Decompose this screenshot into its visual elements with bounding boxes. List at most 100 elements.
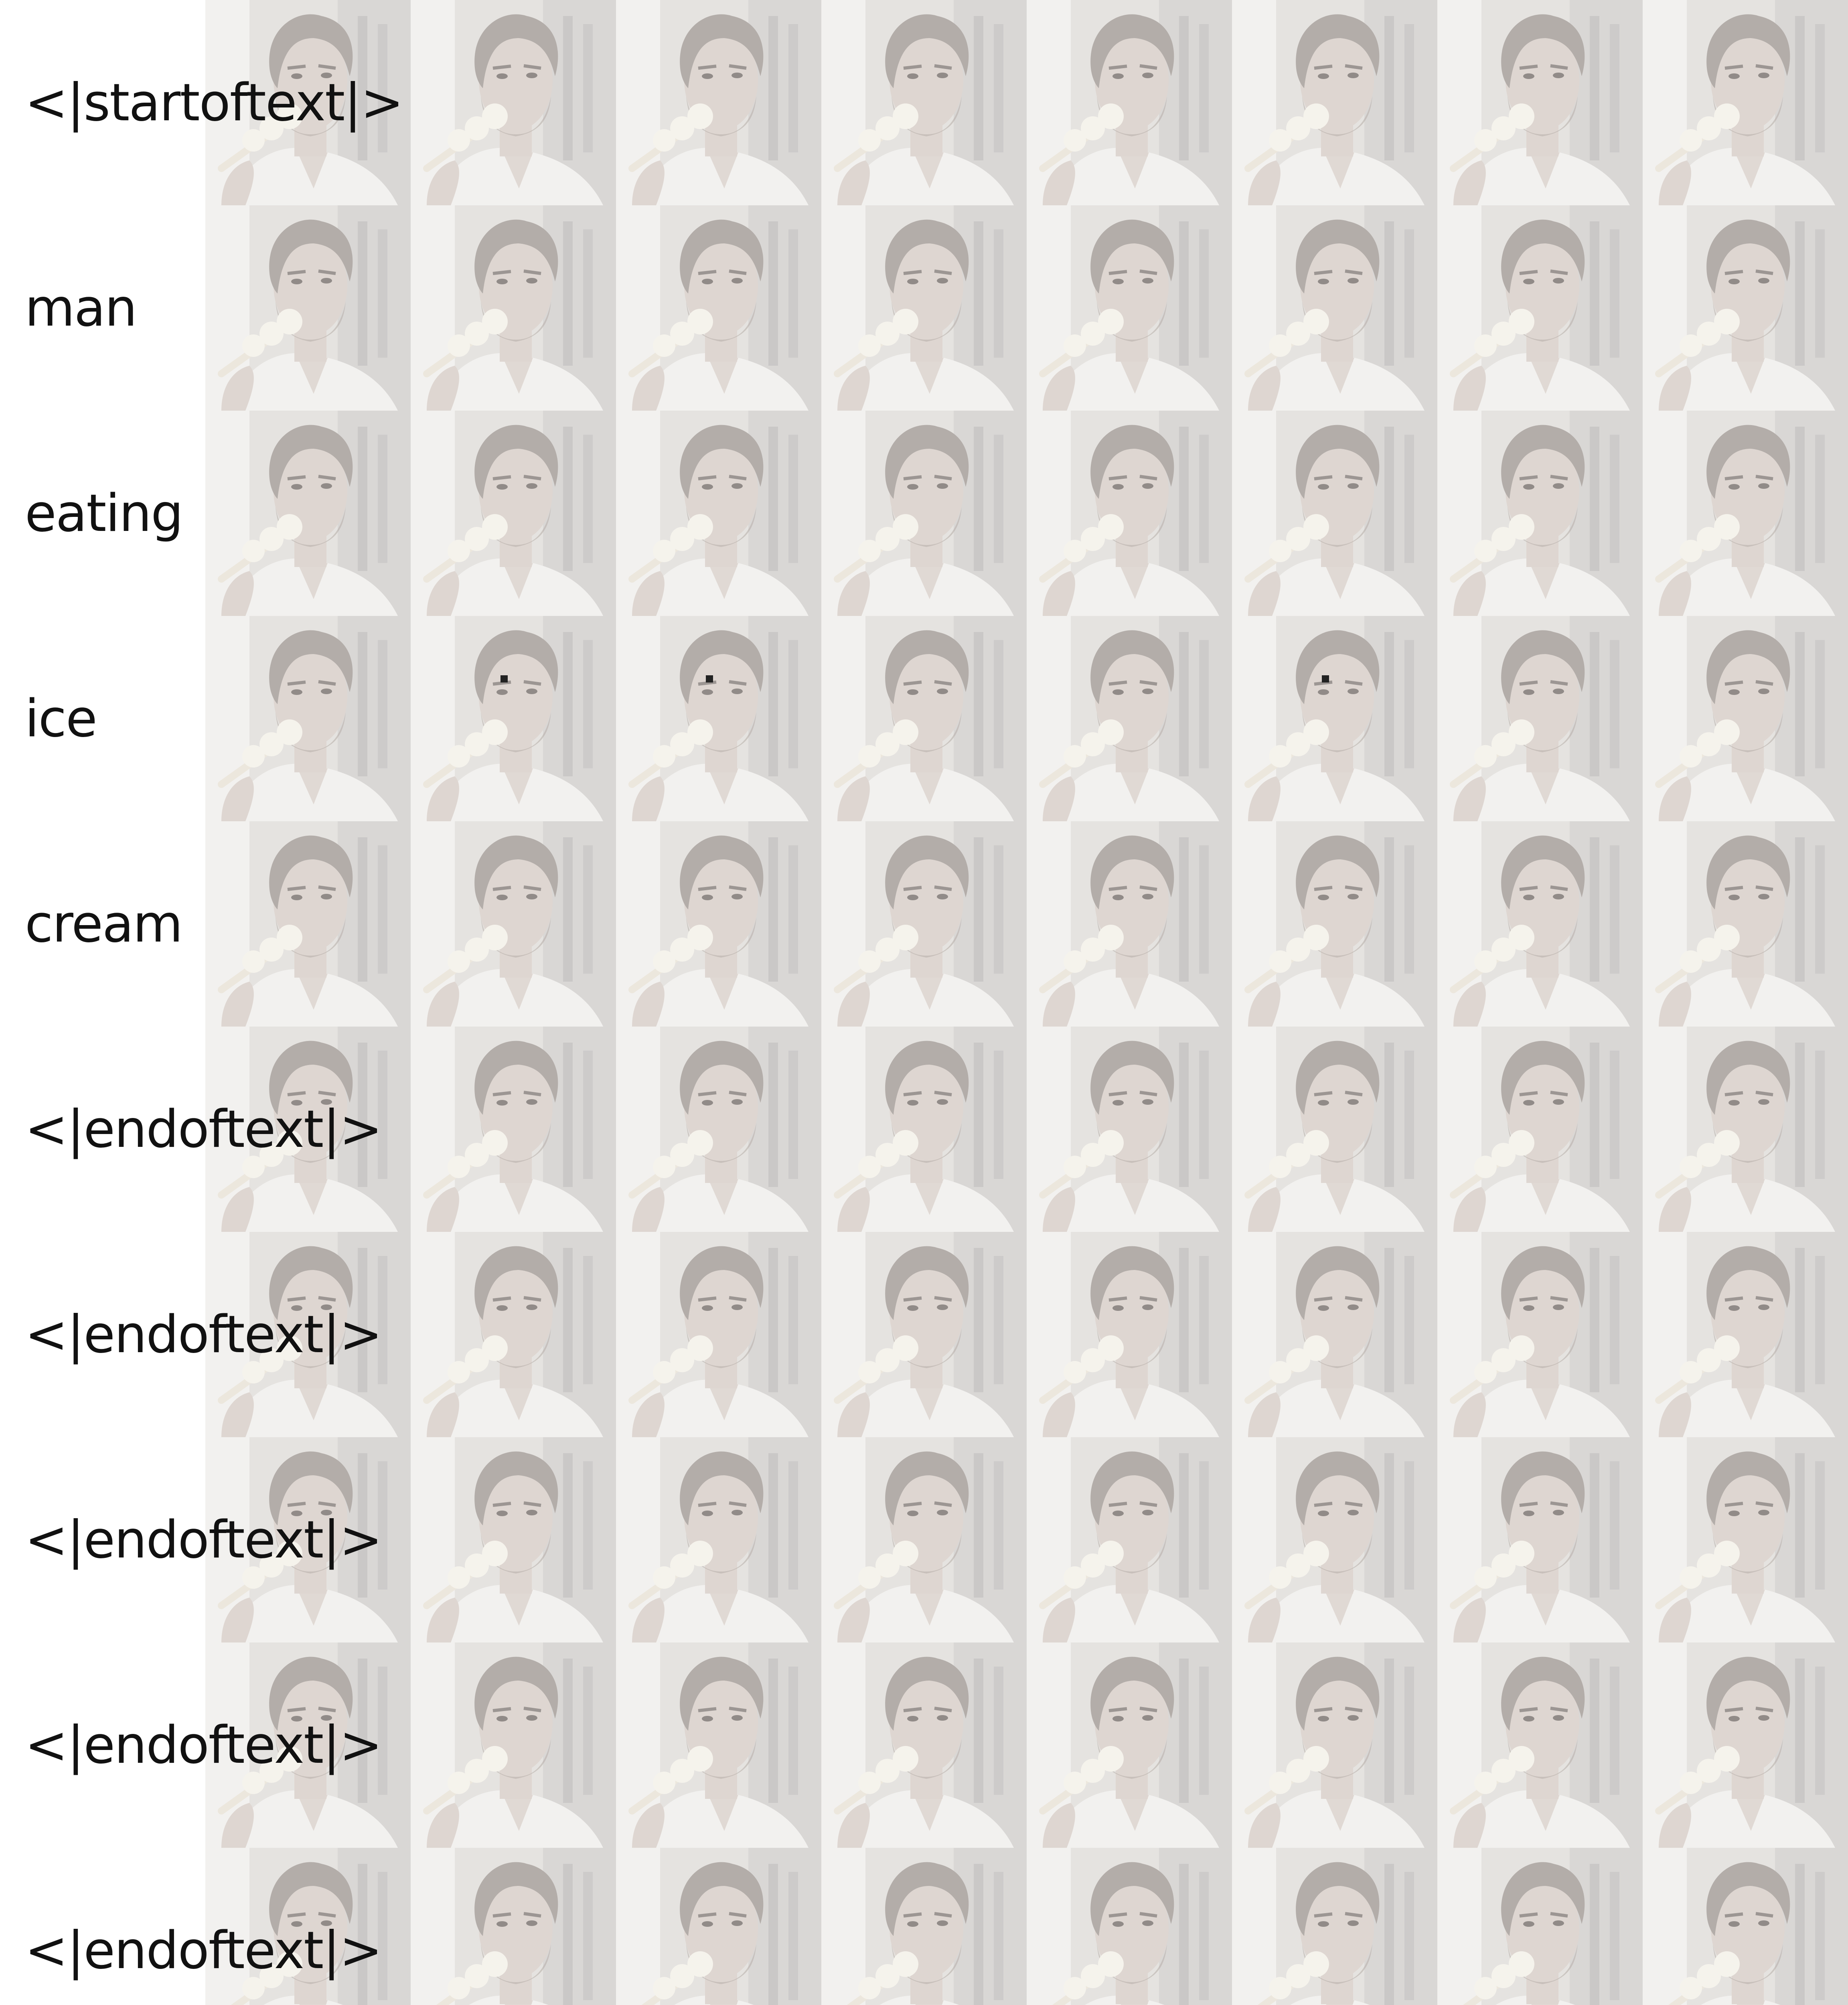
grid-cell xyxy=(1232,616,1437,821)
man-eating-ice-cream-photo-icon xyxy=(616,0,821,205)
man-eating-ice-cream-photo-icon xyxy=(1232,821,1437,1027)
grid-cell xyxy=(821,1642,1027,1848)
man-eating-ice-cream-photo-icon xyxy=(205,411,411,616)
man-eating-ice-cream-photo-icon xyxy=(1437,1437,1643,1642)
token-label: <|endoftext|> xyxy=(25,1099,383,1159)
grid-cell xyxy=(205,821,411,1027)
man-eating-ice-cream-photo-icon xyxy=(821,411,1027,616)
man-eating-ice-cream-photo-icon xyxy=(205,1848,411,2005)
man-eating-ice-cream-photo-icon xyxy=(205,616,411,821)
man-eating-ice-cream-photo-icon xyxy=(821,1642,1027,1848)
man-eating-ice-cream-photo-icon xyxy=(616,1642,821,1848)
grid-cell xyxy=(1232,1848,1437,2005)
man-eating-ice-cream-photo-icon xyxy=(411,411,616,616)
grid-cell xyxy=(1437,1848,1643,2005)
man-eating-ice-cream-photo-icon xyxy=(411,821,616,1027)
grid-cell xyxy=(616,1848,821,2005)
grid-cell xyxy=(1643,0,1848,205)
grid-cell xyxy=(1027,821,1232,1027)
grid-cell xyxy=(411,1848,616,2005)
grid-cell xyxy=(821,1848,1027,2005)
man-eating-ice-cream-photo-icon xyxy=(411,1642,616,1848)
grid-cell xyxy=(1643,411,1848,616)
man-eating-ice-cream-photo-icon xyxy=(1232,205,1437,411)
man-eating-ice-cream-photo-icon xyxy=(1437,411,1643,616)
man-eating-ice-cream-photo-icon xyxy=(616,205,821,411)
grid-cell xyxy=(616,1437,821,1642)
man-eating-ice-cream-photo-icon xyxy=(205,821,411,1027)
grid-cell xyxy=(616,821,821,1027)
grid-cell xyxy=(821,411,1027,616)
man-eating-ice-cream-photo-icon xyxy=(1232,411,1437,616)
grid-cell xyxy=(1027,1232,1232,1437)
man-eating-ice-cream-photo-icon xyxy=(1643,205,1848,411)
man-eating-ice-cream-photo-icon xyxy=(411,1848,616,2005)
man-eating-ice-cream-photo-icon xyxy=(821,1848,1027,2005)
highlight-dot-icon xyxy=(1322,675,1329,683)
highlight-dot-icon xyxy=(500,675,508,683)
grid-cell xyxy=(616,1642,821,1848)
man-eating-ice-cream-photo-icon xyxy=(821,1027,1027,1232)
man-eating-ice-cream-photo-icon xyxy=(1027,1027,1232,1232)
man-eating-ice-cream-photo-icon xyxy=(1643,821,1848,1027)
man-eating-ice-cream-photo-icon xyxy=(1232,1848,1437,2005)
man-eating-ice-cream-photo-icon xyxy=(1027,205,1232,411)
grid-cell xyxy=(821,0,1027,205)
grid-cell xyxy=(1643,205,1848,411)
man-eating-ice-cream-photo-icon xyxy=(821,205,1027,411)
grid-cell xyxy=(1437,0,1643,205)
grid-cell xyxy=(205,205,411,411)
grid-cell xyxy=(1027,1437,1232,1642)
man-eating-ice-cream-photo-icon xyxy=(821,1437,1027,1642)
grid-cell xyxy=(411,821,616,1027)
grid-cell xyxy=(1437,1232,1643,1437)
man-eating-ice-cream-photo-icon xyxy=(1232,1232,1437,1437)
man-eating-ice-cream-photo-icon xyxy=(1027,1642,1232,1848)
grid-cell xyxy=(1643,616,1848,821)
man-eating-ice-cream-photo-icon xyxy=(205,1642,411,1848)
grid-cell xyxy=(205,1642,411,1848)
grid-cell xyxy=(205,1232,411,1437)
man-eating-ice-cream-photo-icon xyxy=(1232,1027,1437,1232)
grid-cell xyxy=(1232,205,1437,411)
man-eating-ice-cream-photo-icon xyxy=(616,616,821,821)
grid-cell xyxy=(205,616,411,821)
grid-cell xyxy=(1437,1642,1643,1848)
grid-cell xyxy=(205,411,411,616)
man-eating-ice-cream-photo-icon xyxy=(1232,616,1437,821)
grid-cell xyxy=(1027,1027,1232,1232)
man-eating-ice-cream-photo-icon xyxy=(411,1027,616,1232)
man-eating-ice-cream-photo-icon xyxy=(1643,411,1848,616)
man-eating-ice-cream-photo-icon xyxy=(205,1027,411,1232)
man-eating-ice-cream-photo-icon xyxy=(1643,1437,1848,1642)
token-label: cream xyxy=(25,894,183,954)
grid-cell xyxy=(1437,411,1643,616)
grid-cell xyxy=(1643,1027,1848,1232)
grid-cell xyxy=(411,1232,616,1437)
token-label: <|endoftext|> xyxy=(25,1715,383,1775)
man-eating-ice-cream-photo-icon xyxy=(616,1027,821,1232)
man-eating-ice-cream-photo-icon xyxy=(821,821,1027,1027)
man-eating-ice-cream-photo-icon xyxy=(205,1437,411,1642)
man-eating-ice-cream-photo-icon xyxy=(1232,1437,1437,1642)
man-eating-ice-cream-photo-icon xyxy=(411,205,616,411)
man-eating-ice-cream-photo-icon xyxy=(1437,1232,1643,1437)
grid-cell xyxy=(616,616,821,821)
grid-cell xyxy=(1232,821,1437,1027)
grid-cell xyxy=(821,821,1027,1027)
man-eating-ice-cream-photo-icon xyxy=(821,616,1027,821)
man-eating-ice-cream-photo-icon xyxy=(1027,411,1232,616)
grid-cell xyxy=(411,205,616,411)
grid-cell xyxy=(1027,616,1232,821)
highlight-dot-icon xyxy=(706,675,713,683)
grid-cell xyxy=(205,1437,411,1642)
grid-cell xyxy=(821,205,1027,411)
man-eating-ice-cream-photo-icon xyxy=(1027,1848,1232,2005)
man-eating-ice-cream-photo-icon xyxy=(205,205,411,411)
man-eating-ice-cream-photo-icon xyxy=(1437,0,1643,205)
grid-cell xyxy=(616,0,821,205)
man-eating-ice-cream-photo-icon xyxy=(616,1232,821,1437)
man-eating-ice-cream-photo-icon xyxy=(1643,1642,1848,1848)
man-eating-ice-cream-photo-icon xyxy=(1027,0,1232,205)
man-eating-ice-cream-photo-icon xyxy=(1027,821,1232,1027)
